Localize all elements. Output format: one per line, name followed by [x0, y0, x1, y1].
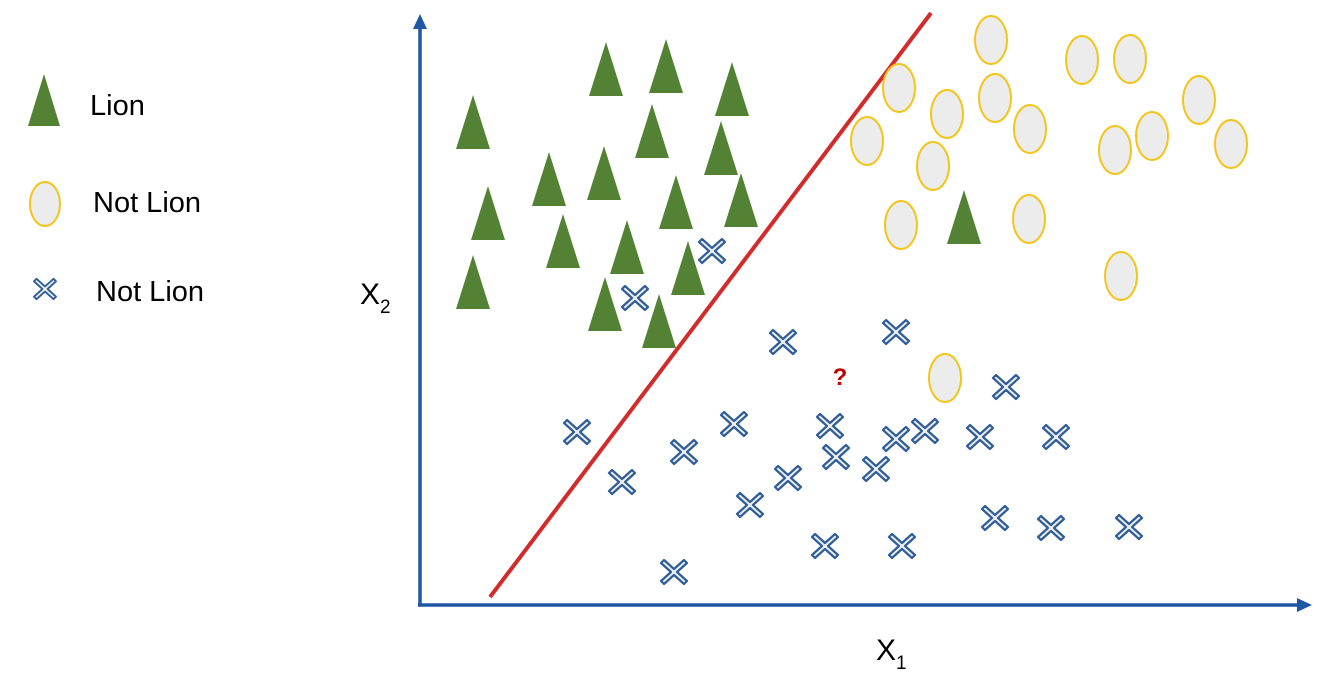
- query-point-label: ?: [833, 364, 848, 391]
- not-lion-cross-marker: [669, 438, 699, 466]
- lion-triangle-marker: [704, 121, 738, 175]
- lion-triangle-marker: [671, 241, 705, 295]
- not-lion-circle-marker: [928, 353, 962, 403]
- triangle-icon: [28, 74, 60, 126]
- not-lion-cross-marker: [881, 318, 911, 346]
- legend-item-lion: Lion: [28, 74, 145, 126]
- not-lion-cross-marker: [768, 328, 798, 356]
- not-lion-cross-marker: [607, 468, 637, 496]
- lion-group: [456, 39, 981, 348]
- not-lion-circle-marker: [1104, 251, 1138, 301]
- legend-label: Not Lion: [96, 276, 204, 308]
- lion-triangle-marker: [456, 95, 490, 149]
- circle-icon: [29, 181, 61, 227]
- legend-label: Lion: [90, 90, 145, 122]
- not-lion-circle-marker: [1214, 119, 1248, 169]
- cross-icon: [33, 277, 57, 301]
- not-lion-cross-marker: [887, 532, 917, 560]
- not-lion-circle-marker: [1098, 125, 1132, 175]
- not-lion-circle-marker: [916, 141, 950, 191]
- not-lion-circle-marker: [882, 63, 916, 113]
- not-lion-cross-marker: [861, 455, 891, 483]
- not-lion-circle-marker: [974, 15, 1008, 65]
- not-lion-cross-marker: [1114, 513, 1144, 541]
- lion-triangle-marker: [456, 255, 490, 309]
- not-lion-circle-marker: [978, 73, 1012, 123]
- lion-triangle-marker: [642, 294, 676, 348]
- not-lion-circle-marker: [1065, 35, 1099, 85]
- not-lion-cross-marker: [1041, 423, 1071, 451]
- not-lion-circle-marker: [1182, 75, 1216, 125]
- y-axis-arrowhead: [413, 14, 427, 29]
- not-lion-circle-marker: [1013, 104, 1047, 154]
- lion-triangle-marker: [588, 277, 622, 331]
- lion-triangle-marker: [947, 190, 981, 244]
- legend-item-not-lion-circle: Not Lion: [29, 181, 201, 227]
- lion-triangle-marker: [610, 220, 644, 274]
- not-lion-cross-marker: [991, 373, 1021, 401]
- not-lion-cross-marker: [659, 558, 689, 586]
- legend-label: Not Lion: [93, 187, 201, 219]
- lion-triangle-marker: [587, 146, 621, 200]
- lion-triangle-marker: [532, 152, 566, 206]
- not-lion-circle-marker: [1113, 34, 1147, 84]
- decision-boundary-line: [488, 11, 933, 599]
- lion-triangle-marker: [715, 62, 749, 116]
- not-lion-cross-group: [562, 237, 1144, 586]
- not-lion-cross-marker: [719, 410, 749, 438]
- not-lion-circle-marker: [850, 116, 884, 166]
- not-lion-cross-marker: [620, 284, 650, 312]
- not-lion-circle-group: [850, 15, 1248, 403]
- not-lion-cross-marker: [562, 418, 592, 446]
- lion-triangle-marker: [471, 186, 505, 240]
- x-axis-label: X1: [876, 634, 907, 673]
- not-lion-circle-marker: [1012, 194, 1046, 244]
- not-lion-cross-marker: [821, 443, 851, 471]
- not-lion-cross-marker: [965, 423, 995, 451]
- not-lion-cross-marker: [910, 417, 940, 445]
- legend: Lion Not Lion Not Lion: [28, 74, 204, 308]
- not-lion-cross-marker: [697, 237, 727, 265]
- axes: X2 X1: [360, 14, 1312, 673]
- lion-triangle-marker: [635, 104, 669, 158]
- not-lion-cross-marker: [1036, 514, 1066, 542]
- y-axis-label: X2: [360, 278, 391, 318]
- x-axis-arrowhead: [1297, 598, 1312, 612]
- not-lion-circle-marker: [1135, 111, 1169, 161]
- legend-item-not-lion-cross: Not Lion: [33, 276, 204, 308]
- not-lion-cross-marker: [773, 464, 803, 492]
- not-lion-cross-marker: [980, 504, 1010, 532]
- not-lion-circle-marker: [930, 89, 964, 139]
- not-lion-cross-marker: [810, 532, 840, 560]
- lion-triangle-marker: [724, 173, 758, 227]
- lion-triangle-marker: [589, 42, 623, 96]
- lion-triangle-marker: [546, 214, 580, 268]
- not-lion-cross-marker: [881, 425, 911, 453]
- not-lion-cross-marker: [815, 412, 845, 440]
- lion-triangle-marker: [649, 39, 683, 93]
- lion-triangle-marker: [659, 175, 693, 229]
- not-lion-circle-marker: [884, 200, 918, 250]
- not-lion-cross-marker: [735, 491, 765, 519]
